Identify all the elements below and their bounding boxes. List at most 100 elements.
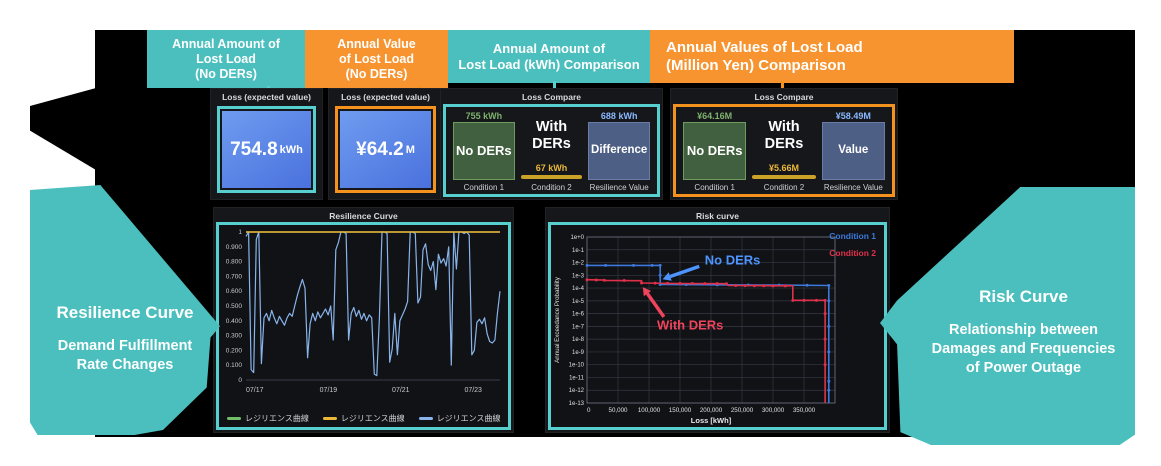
difference-value: 688 kWh <box>600 111 638 121</box>
panel-resilience-curve: Resilience Curve 1 0.900 0.800 0.700 0.600 0.… <box>213 207 514 433</box>
legend-dash-blue <box>418 417 433 420</box>
legend-dash-yellow <box>322 417 337 420</box>
risk-legend: Condition 1 Condition 2 <box>829 231 876 265</box>
loss-yen-unit: M <box>405 143 415 156</box>
svg-text:1e-2: 1e-2 <box>572 261 585 267</box>
svg-text:1e-13: 1e-13 <box>569 401 585 407</box>
callout-annual-amount-comparison: Annual Amount of Lost Load (kWh) Compari… <box>448 30 650 83</box>
callout-body: Demand Fulfillment Rate Changes <box>57 338 193 373</box>
compare-col-with-ders: With DERs ¥5.66M Condition 2 <box>752 110 816 192</box>
metric-value-box: 754.8 kWh <box>222 111 311 188</box>
metric-frame: 754.8 kWh <box>217 106 316 193</box>
value-box: Value <box>821 122 885 180</box>
resilience-value-caption: Resilience Value <box>589 183 649 192</box>
compare-col-with-ders: With DERs 67 kWh Condition 2 <box>520 110 583 192</box>
panel-loss-expected-yen: Loss (expected value) ¥64.2 M <box>328 88 443 200</box>
black-backdrop-wedge <box>30 88 96 170</box>
no-ders-value: ¥64.16M <box>697 111 733 121</box>
loss-kwh-unit: kWh <box>279 143 303 156</box>
no-ders-box: No DERs <box>683 122 747 180</box>
svg-text:0.300: 0.300 <box>226 333 243 340</box>
callout-text: Annual Values of Lost Load (Million Yen)… <box>666 38 863 74</box>
panel-title[interactable]: Risk curve <box>696 211 739 221</box>
value-value: ¥58.49M <box>835 111 871 121</box>
svg-text:No DERs: No DERs <box>705 253 761 268</box>
svg-text:1e-5: 1e-5 <box>572 299 585 305</box>
svg-text:With DERs: With DERs <box>657 317 723 332</box>
legend-label: レジリエンス曲線 <box>245 414 309 423</box>
callout-text: Annual Amount of Lost Load (No DERs) <box>172 36 280 81</box>
svg-text:1e+0: 1e+0 <box>570 235 584 241</box>
svg-text:1e-6: 1e-6 <box>572 312 585 318</box>
svg-text:250,000: 250,000 <box>731 407 754 414</box>
legend-item[interactable]: レジリエンス曲線 <box>322 413 405 424</box>
svg-text:1: 1 <box>238 229 242 236</box>
condition-2-caption: Condition 2 <box>531 183 572 192</box>
legend-condition-1[interactable]: Condition 1 <box>829 231 876 241</box>
svg-text:1e-10: 1e-10 <box>569 363 585 369</box>
difference-box: Difference <box>588 122 651 180</box>
compare-col-value: ¥58.49M Value Resilience Value <box>821 110 885 192</box>
svg-text:1e-8: 1e-8 <box>572 337 585 343</box>
legend-condition-2[interactable]: Condition 2 <box>829 248 876 258</box>
callout-title: Resilience Curve <box>56 303 194 322</box>
with-ders-bar <box>520 175 583 179</box>
compare-col-no-ders: ¥64.16M No DERs Condition 1 <box>683 110 747 192</box>
compare-frame: ¥64.16M No DERs Condition 1 With DERs ¥5… <box>673 104 895 197</box>
svg-text:07/17: 07/17 <box>246 387 264 394</box>
svg-text:0.500: 0.500 <box>226 303 243 310</box>
svg-text:350,000: 350,000 <box>793 407 816 414</box>
loss-kwh-value: 754.8 <box>230 138 278 160</box>
compare-col-difference: 688 kWh Difference Resilience Value <box>588 110 651 192</box>
risk-chart: 1e+0 1e-1 1e-2 1e-3 1e-4 1e-5 1e-6 1e-7 1e-8 1e-9… <box>554 235 836 425</box>
svg-text:Loss [kWh]: Loss [kWh] <box>691 416 732 425</box>
loss-yen-value: ¥64.2 <box>356 138 404 160</box>
svg-text:100,000: 100,000 <box>638 407 661 414</box>
resilience-legend: レジリエンス曲線 レジリエンス曲線 レジリエンス曲線 <box>227 413 501 424</box>
risk-chart-area: 1e+0 1e-1 1e-2 1e-3 1e-4 1e-5 1e-6 1e-7 1e-8 1e-9… <box>548 222 887 430</box>
panel-title[interactable]: Loss Compare <box>754 92 814 102</box>
svg-text:1e-1: 1e-1 <box>572 248 585 254</box>
svg-text:0.900: 0.900 <box>226 244 243 251</box>
condition-1-caption: Condition 1 <box>463 183 505 192</box>
panel-title[interactable]: Loss Compare <box>521 92 582 102</box>
svg-text:1e-3: 1e-3 <box>572 273 585 279</box>
svg-text:07/23: 07/23 <box>464 387 482 394</box>
svg-text:Annual Exceedance Probability: Annual Exceedance Probability <box>554 276 561 363</box>
legend-label: レジリエンス曲線 <box>436 414 501 423</box>
resilience-chart: 1 0.900 0.800 0.700 0.600 0.500 0.400 0.300 0.20… <box>226 229 501 394</box>
svg-text:0: 0 <box>238 377 242 384</box>
svg-text:0: 0 <box>587 407 591 414</box>
resilience-value-caption: Resilience Value <box>823 183 883 192</box>
svg-text:50,000: 50,000 <box>609 407 628 414</box>
legend-item[interactable]: レジリエンス曲線 <box>418 413 501 424</box>
svg-text:1e-12: 1e-12 <box>569 388 585 394</box>
legend-dash-green <box>227 417 241 420</box>
panel-title[interactable]: Resilience Curve <box>329 211 398 221</box>
callout-annual-amount-no-ders: Annual Amount of Lost Load (No DERs) <box>147 30 305 88</box>
svg-text:0.700: 0.700 <box>226 273 243 280</box>
with-ders-label: With DERs <box>764 119 804 152</box>
panel-title[interactable]: Loss (expected value) <box>222 92 311 102</box>
callout-body: Relationship between Damages and Frequen… <box>931 322 1116 376</box>
no-ders-value: 755 kWh <box>465 111 503 121</box>
svg-text:1e-4: 1e-4 <box>572 286 585 292</box>
legend-item[interactable]: レジリエンス曲線 <box>227 413 309 424</box>
svg-text:1e-7: 1e-7 <box>572 324 585 330</box>
callout-text: Annual Value of Lost Load (No DERs) <box>337 36 416 81</box>
compare-frame: 755 kWh No DERs Condition 1 With DERs 67… <box>443 104 660 197</box>
resilience-chart-area: 1 0.900 0.800 0.700 0.600 0.500 0.400 0.300 0.20… <box>216 222 511 430</box>
svg-text:150,000: 150,000 <box>669 407 692 414</box>
with-ders-label: With DERs <box>532 119 571 152</box>
callout-risk-curve: Risk Curve Relationship between Damages … <box>880 187 1135 445</box>
metric-frame: ¥64.2 M <box>335 106 436 193</box>
with-ders-value: 67 kWh <box>535 163 568 173</box>
callout-text: Annual Amount of Lost Load (kWh) Compari… <box>458 40 640 72</box>
callout-title: Risk Curve <box>979 287 1068 306</box>
compare-col-no-ders: 755 kWh No DERs Condition 1 <box>453 110 515 192</box>
condition-1-caption: Condition 1 <box>694 183 735 192</box>
svg-text:0.200: 0.200 <box>226 347 243 354</box>
panel-title[interactable]: Loss (expected value) <box>341 92 430 102</box>
no-ders-box: No DERs <box>453 122 515 180</box>
